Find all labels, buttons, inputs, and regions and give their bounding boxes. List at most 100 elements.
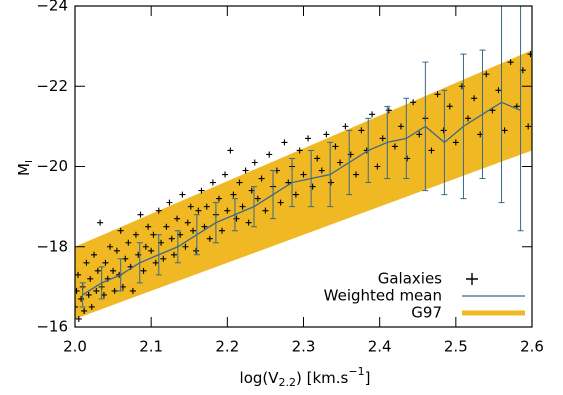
axes: 2.0 2.1 2.2 2.3 2.4 2.5 2.6 −16 −18 −20 −22 −24 [36,0,544,356]
galaxy-point [140,267,147,274]
galaxy-point [465,115,472,122]
galaxy-point [125,239,132,246]
galaxy-point [323,131,330,138]
galaxy-point [83,259,90,266]
galaxy-point [182,243,189,250]
x-tick-label: 2.4 [368,338,392,356]
galaxy-point [91,251,98,258]
galaxy-point [117,227,124,234]
galaxy-point [160,255,167,262]
galaxy-point [193,247,200,254]
galaxy-point [305,135,312,142]
galaxy-point [227,147,234,154]
galaxy-point [446,103,453,110]
galaxy-point [452,139,459,146]
x-tick-label: 2.2 [215,338,239,356]
galaxy-point [404,155,411,162]
legend-symbol [466,273,478,285]
galaxy-point [254,195,261,202]
x-axis-label: log(V2.2) [km.s−1] [240,365,371,389]
galaxy-point [148,247,155,254]
galaxy-point [314,155,321,162]
galaxy-point [129,287,136,294]
y-tick-label: −16 [36,318,68,336]
x-tick-label: 2.6 [520,338,544,356]
galaxy-point [85,291,92,298]
galaxy-point [337,159,344,166]
galaxy-point [209,179,216,186]
galaxy-point [75,303,78,310]
galaxy-point [230,191,237,198]
galaxy-point [75,315,82,322]
y-tick-label: −18 [36,237,68,255]
galaxy-point [206,235,213,242]
y-tick-label: −22 [36,77,68,95]
galaxy-point [179,191,186,198]
galaxy-point [150,231,157,238]
galaxy-point [168,235,175,242]
galaxy-point [198,187,205,194]
galaxy-point [527,51,532,58]
galaxy-point [358,127,365,134]
x-tick-label: 2.0 [63,338,87,356]
galaxy-point [434,91,441,98]
galaxy-point [507,59,514,66]
galaxy-point [222,171,229,178]
galaxy-point [174,215,181,222]
galaxy-point [107,243,114,250]
galaxy-point [342,123,349,130]
galaxy-point [137,211,144,218]
galaxy-point [258,175,265,182]
galaxy-point [239,203,246,210]
galaxy-point [251,159,258,166]
galaxy-point [166,199,173,206]
galaxy-point [110,267,117,274]
y-tick-label: −24 [36,0,68,15]
galaxy-point [374,163,381,170]
x-tick-label: 2.5 [444,338,468,356]
galaxy-point [190,227,197,234]
galaxy-point [75,271,82,278]
galaxy-point [471,95,478,102]
galaxy-point [318,167,325,174]
galaxy-point [142,243,149,250]
galaxy-point [163,223,170,230]
galaxy-point [236,179,243,186]
galaxy-point [75,287,80,294]
galaxy-point [281,139,288,146]
galaxy-point [215,195,222,202]
y-label-part: I [24,160,35,163]
galaxy-point [292,191,299,198]
galaxy-point [87,275,94,282]
weighted-mean-line [82,101,521,296]
galaxy-point [187,203,194,210]
galaxy-point [327,179,334,186]
legend-label: G97 [411,304,442,322]
galaxy-point [428,147,435,154]
x-label-part: −1 [348,365,364,378]
galaxy-point [195,207,202,214]
galaxy-point [245,219,252,226]
galaxy-point [379,135,386,142]
g97-band [75,50,532,319]
galaxy-point [262,207,269,214]
galaxy-point [88,303,95,310]
galaxy-point [391,143,398,150]
galaxy-point [369,111,376,118]
galaxy-point [353,171,360,178]
y-axis-label: MI [15,160,36,176]
galaxy-point [224,207,231,214]
galaxy-point [332,143,339,150]
galaxy-point [152,259,159,266]
galaxy-point [145,223,152,230]
plot-area [75,6,532,322]
galaxy-point [201,223,208,230]
galaxy-point [296,147,303,154]
galaxy-point [203,203,210,210]
galaxy-point [155,207,162,214]
galaxy-point [184,219,191,226]
galaxy-point [397,123,404,130]
